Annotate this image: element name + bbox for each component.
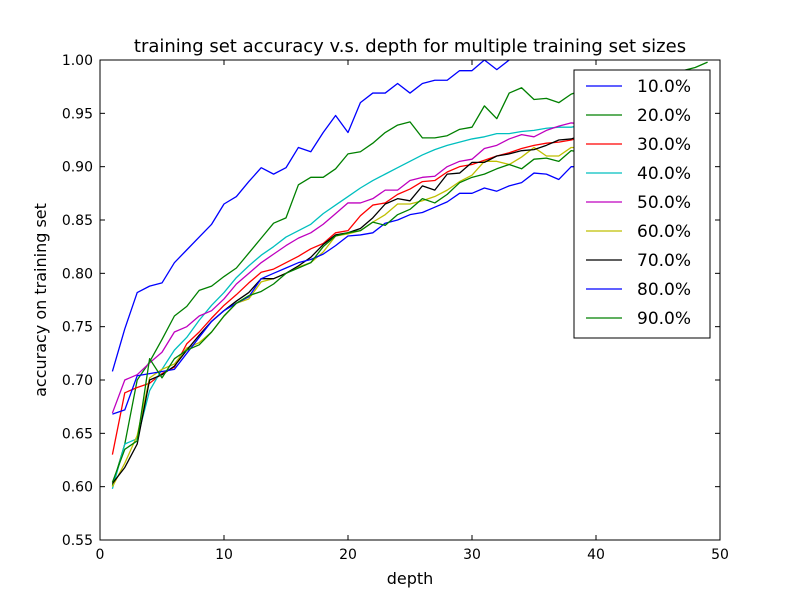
y-tick-label: 0.70 — [62, 373, 93, 389]
legend: 10.0% 20.0% 30.0% 40.0% 50.0% 60.0% 70.0% 80.0%… — [573, 69, 711, 339]
legend-label: 50.0% — [637, 193, 691, 213]
x-tick-label: 0 — [96, 547, 105, 563]
series-line-1 — [111, 60, 511, 372]
x-tick-label: 10 — [215, 547, 233, 563]
y-tick-label: 0.55 — [62, 533, 93, 549]
y-tick-label: 0.85 — [62, 213, 93, 229]
legend-label: 90.0% — [637, 309, 691, 329]
legend-label: 40.0% — [637, 164, 691, 184]
y-axis-label: accuracy on training set — [31, 203, 50, 397]
series-layer — [111, 60, 708, 489]
y-tick-label: 0.90 — [62, 160, 93, 176]
legend-label: 10.0% — [637, 77, 691, 97]
series-line-7 — [111, 134, 597, 484]
y-tick-label: 0.65 — [62, 426, 93, 442]
y-tick-label: 0.75 — [62, 320, 93, 336]
series-line-8 — [112, 155, 597, 415]
x-tick-label: 30 — [463, 547, 481, 563]
y-tick-label: 0.60 — [62, 480, 93, 496]
x-axis-label: depth — [387, 569, 434, 588]
x-tick-label: 20 — [339, 547, 357, 563]
legend-label: 60.0% — [637, 222, 691, 242]
x-axis: 0 10 20 30 40 50 — [96, 60, 729, 563]
chart-title: training set accuracy v.s. depth for mul… — [134, 36, 686, 57]
series-line-9 — [111, 146, 597, 483]
x-tick-label: 50 — [711, 547, 729, 563]
plot-frame — [99, 59, 721, 541]
y-tick-label: 0.95 — [62, 106, 93, 122]
y-axis: 0.55 0.60 0.65 0.70 0.75 0.80 0.85 0.90 0.95 1.00 — [62, 53, 720, 549]
x-tick-label: 40 — [587, 547, 605, 563]
series-line-4 — [111, 123, 597, 489]
legend-label: 20.0% — [637, 106, 691, 126]
y-tick-label: 0.80 — [62, 266, 93, 282]
legend-label: 70.0% — [637, 251, 691, 271]
series-line-5 — [111, 119, 597, 414]
legend-label: 80.0% — [637, 280, 691, 300]
y-tick-label: 1.00 — [62, 53, 93, 69]
series-line-3 — [111, 134, 597, 455]
legend-label: 30.0% — [637, 135, 691, 155]
